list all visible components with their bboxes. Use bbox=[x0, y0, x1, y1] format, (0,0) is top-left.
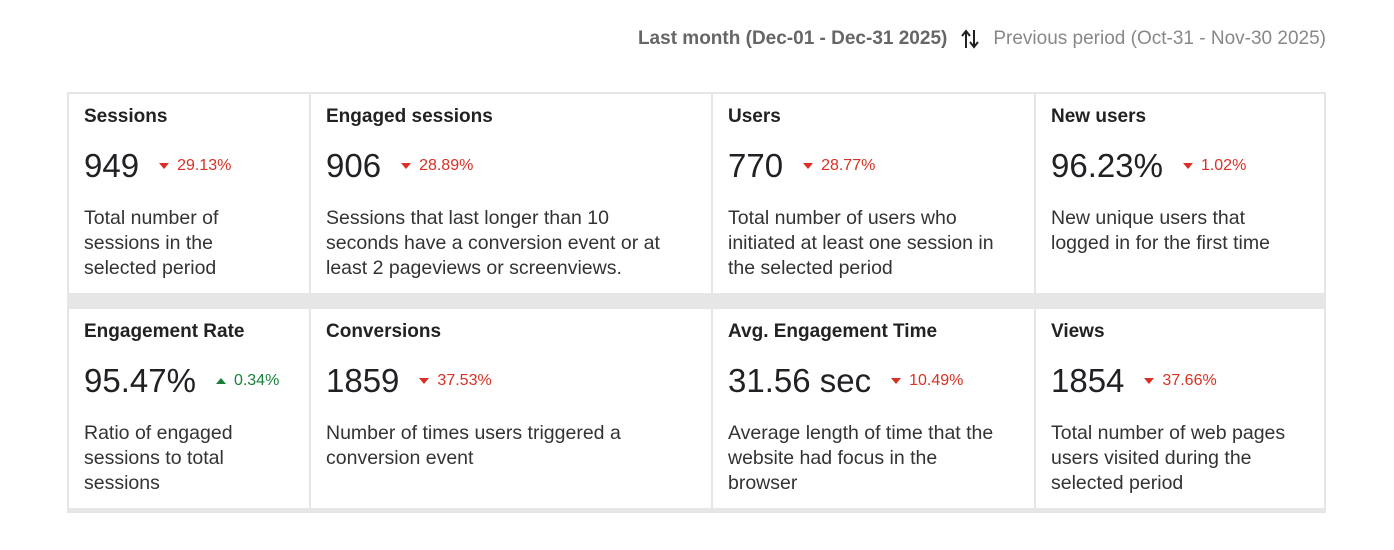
metric-value: 1859 bbox=[326, 362, 400, 399]
metric-change: 1.02% bbox=[1182, 157, 1247, 175]
metric-change: 37.66% bbox=[1144, 372, 1217, 390]
trend-arrow bbox=[1144, 378, 1155, 384]
trend-arrow bbox=[803, 163, 814, 169]
trend-arrow bbox=[215, 378, 226, 384]
metric-change: 28.89% bbox=[401, 157, 473, 175]
metric-description: Total number of web pages users visited … bbox=[1051, 422, 1286, 494]
metric-row: 906 28.89% bbox=[326, 144, 697, 188]
change-value: 0.34% bbox=[233, 372, 280, 389]
metric-card: Avg. Engagement Time 31.56 sec 10.49% Avera… bbox=[713, 309, 1034, 508]
metrics-grid: Sessions 949 29.13% Total number of session… bbox=[67, 92, 1326, 513]
metric-value: 1854 bbox=[1051, 362, 1125, 399]
swap-icon[interactable] bbox=[961, 28, 980, 50]
metric-title: Engagement Rate bbox=[84, 321, 245, 342]
metric-card: Users 770 28.77% Total number of users who … bbox=[713, 94, 1034, 293]
metric-change: 37.53% bbox=[419, 372, 492, 390]
metric-row: 31.56 sec 10.49% bbox=[728, 359, 1020, 403]
metric-value: 949 bbox=[84, 147, 140, 184]
metric-value: 770 bbox=[728, 147, 784, 184]
trend-arrow bbox=[401, 163, 412, 169]
metric-title: Views bbox=[1051, 321, 1105, 342]
metric-card: Engaged sessions 906 28.89% Sessions that l… bbox=[311, 94, 711, 293]
metric-description: Total number of users who initiated at l… bbox=[728, 207, 994, 279]
metric-value: 31.56 sec bbox=[728, 362, 872, 399]
metric-row: 949 29.13% bbox=[84, 144, 295, 188]
metric-row: 95.47% 0.34% bbox=[84, 359, 295, 403]
metric-value: 96.23% bbox=[1051, 147, 1163, 184]
change-value: 29.13% bbox=[177, 157, 232, 174]
metric-change: 29.13% bbox=[159, 157, 231, 175]
metric-card: Sessions 949 29.13% Total number of session… bbox=[69, 94, 309, 293]
metric-title: Engaged sessions bbox=[326, 106, 493, 127]
metric-row: 1859 37.53% bbox=[326, 359, 697, 403]
metric-description: Sessions that last longer than 10 second… bbox=[326, 207, 660, 279]
metric-card: Views 1854 37.66% Total number of web pages… bbox=[1036, 309, 1324, 508]
metric-title: Avg. Engagement Time bbox=[728, 321, 938, 342]
change-value: 37.66% bbox=[1162, 372, 1217, 389]
trend-arrow bbox=[1182, 163, 1193, 169]
current-period[interactable]: Last month (Dec-01 - Dec-31 2025) bbox=[637, 28, 948, 49]
metric-description: Total number of sessions in the selected… bbox=[84, 207, 219, 279]
change-value: 1.02% bbox=[1200, 157, 1247, 174]
metric-row: 1854 37.66% bbox=[1051, 359, 1310, 403]
metric-title: Sessions bbox=[84, 106, 168, 127]
change-value: 28.89% bbox=[419, 157, 474, 174]
trend-arrow bbox=[891, 378, 902, 384]
metric-value: 95.47% bbox=[84, 362, 196, 399]
change-value: 10.49% bbox=[909, 372, 964, 389]
metric-title: New users bbox=[1051, 106, 1147, 127]
metric-description: Ratio of engaged sessions to total sessi… bbox=[84, 422, 233, 494]
period-header: Last month (Dec-01 - Dec-31 2025) Previo… bbox=[638, 28, 1326, 50]
metric-change: 10.49% bbox=[891, 372, 963, 390]
previous-period[interactable]: Previous period (Oct-31 - Nov-30 2025) bbox=[993, 28, 1326, 49]
metric-title: Conversions bbox=[326, 321, 442, 342]
metric-card: New users 96.23% 1.02% New unique users tha… bbox=[1036, 94, 1324, 293]
trend-arrow bbox=[419, 378, 430, 384]
change-value: 37.53% bbox=[437, 372, 492, 389]
metric-value: 906 bbox=[326, 147, 382, 184]
metric-description: Number of times users triggered a conver… bbox=[326, 422, 621, 469]
metric-description: New unique users that logged in for the … bbox=[1051, 207, 1270, 254]
metric-description: Average length of time that the website … bbox=[728, 422, 994, 494]
trend-arrow bbox=[159, 163, 170, 169]
metric-title: Users bbox=[728, 106, 781, 127]
metric-card: Conversions 1859 37.53% Number of times use… bbox=[311, 309, 711, 508]
metric-change: 28.77% bbox=[803, 157, 875, 175]
metric-card: Engagement Rate 95.47% 0.34% Ratio of engag… bbox=[69, 309, 309, 508]
change-value: 28.77% bbox=[821, 157, 876, 174]
metric-change: 0.34% bbox=[215, 372, 280, 390]
metric-row: 96.23% 1.02% bbox=[1051, 144, 1310, 188]
metric-row: 770 28.77% bbox=[728, 144, 1020, 188]
